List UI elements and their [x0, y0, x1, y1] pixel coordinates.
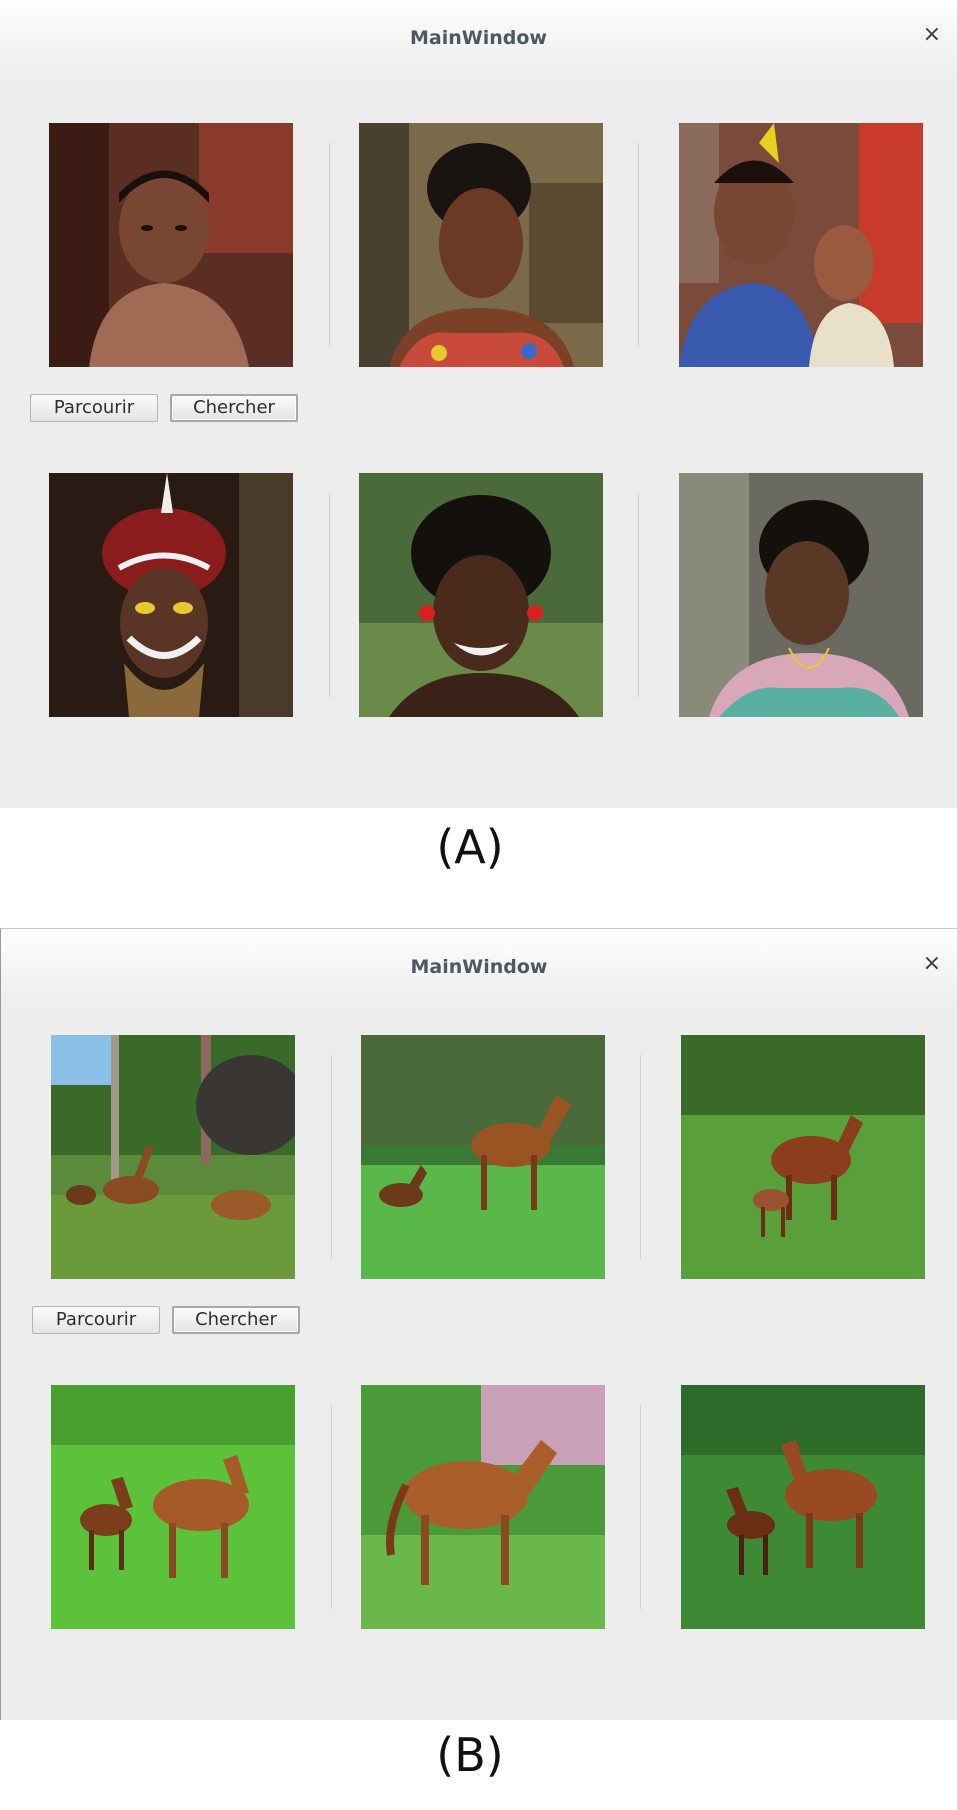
separator: [638, 493, 639, 697]
close-icon[interactable]: ×: [922, 22, 941, 47]
boy-portrait-image: [49, 123, 293, 367]
title-bar[interactable]: MainWindow ×: [1, 929, 957, 1009]
main-window-a: MainWindow ×: [0, 0, 957, 808]
smiling-man-image: [359, 473, 603, 717]
separator: [638, 143, 639, 347]
horse-foal-field-image: [681, 1385, 925, 1629]
separator: [329, 143, 330, 347]
headdress-man-image: [49, 473, 293, 717]
mother-child-image: [679, 123, 923, 367]
horse-standing-image: [361, 1385, 605, 1629]
browse-button[interactable]: Parcourir: [32, 1306, 160, 1334]
search-button[interactable]: Chercher: [172, 1306, 300, 1334]
close-icon[interactable]: ×: [922, 951, 941, 976]
main-window-b: MainWindow ×: [0, 928, 957, 1720]
woman-portrait-image: [359, 123, 603, 367]
separator: [640, 1405, 641, 1609]
title-bar[interactable]: MainWindow ×: [0, 0, 957, 80]
mare-foal-grass-image: [681, 1035, 925, 1279]
window-title: MainWindow: [410, 27, 547, 49]
separator: [329, 493, 330, 697]
window-title: MainWindow: [410, 956, 548, 978]
separator: [640, 1055, 641, 1259]
separator: [331, 1055, 332, 1259]
older-woman-image: [679, 473, 923, 717]
horse-foal-meadow-image: [361, 1035, 605, 1279]
caption-a: (A): [436, 820, 504, 874]
caption-b: (B): [436, 1728, 504, 1782]
horses-forest-image: [51, 1035, 295, 1279]
search-button[interactable]: Chercher: [170, 394, 298, 422]
browse-button[interactable]: Parcourir: [30, 394, 158, 422]
two-horses-grass-image: [51, 1385, 295, 1629]
separator: [331, 1405, 332, 1609]
